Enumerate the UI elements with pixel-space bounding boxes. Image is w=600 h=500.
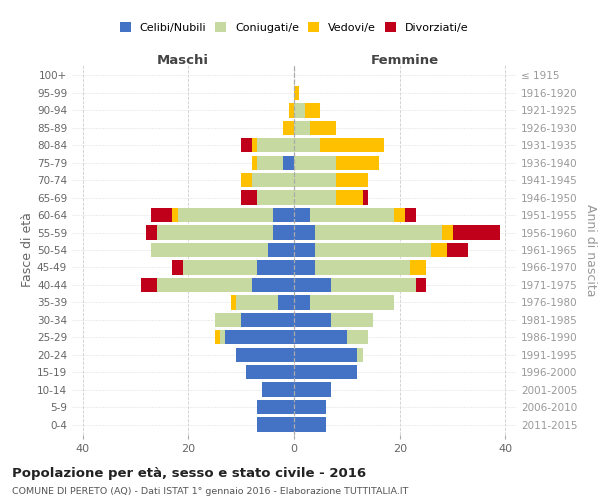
Bar — [294, 226, 315, 239]
Bar — [278, 295, 294, 310]
Bar — [336, 156, 379, 170]
Bar — [431, 243, 447, 257]
Bar — [347, 330, 368, 344]
Bar — [310, 295, 394, 310]
Bar — [394, 208, 405, 222]
Bar — [257, 400, 294, 414]
Bar — [141, 278, 157, 292]
Bar — [294, 382, 331, 397]
Bar — [294, 156, 336, 170]
Bar — [252, 278, 294, 292]
Bar — [358, 348, 363, 362]
Bar — [294, 365, 358, 380]
Bar — [294, 418, 326, 432]
Bar — [236, 348, 294, 362]
Bar — [257, 156, 283, 170]
Bar — [405, 208, 416, 222]
Bar — [247, 365, 294, 380]
Bar — [331, 312, 373, 327]
Bar — [283, 120, 294, 135]
Bar — [294, 120, 310, 135]
Text: Femmine: Femmine — [371, 54, 439, 66]
Bar — [252, 156, 257, 170]
Bar — [252, 173, 294, 188]
Bar — [310, 208, 394, 222]
Bar — [294, 278, 331, 292]
Y-axis label: Anni di nascita: Anni di nascita — [584, 204, 597, 296]
Bar — [151, 243, 268, 257]
Bar — [172, 260, 183, 274]
Bar — [294, 208, 310, 222]
Bar — [225, 330, 294, 344]
Bar — [215, 312, 241, 327]
Bar — [236, 295, 278, 310]
Bar — [310, 120, 336, 135]
Bar — [241, 312, 294, 327]
Bar — [241, 190, 257, 205]
Bar — [178, 208, 273, 222]
Bar — [336, 173, 368, 188]
Y-axis label: Fasce di età: Fasce di età — [21, 212, 34, 288]
Text: Popolazione per età, sesso e stato civile - 2016: Popolazione per età, sesso e stato civil… — [12, 468, 366, 480]
Bar — [294, 86, 299, 100]
Bar — [294, 190, 336, 205]
Bar — [294, 295, 310, 310]
Bar — [241, 138, 252, 152]
Bar — [320, 138, 384, 152]
Bar — [416, 278, 426, 292]
Bar — [294, 243, 315, 257]
Bar — [331, 278, 416, 292]
Bar — [315, 260, 410, 274]
Bar — [305, 103, 320, 118]
Bar — [146, 226, 157, 239]
Bar — [273, 208, 294, 222]
Bar — [336, 190, 363, 205]
Bar — [157, 278, 252, 292]
Bar — [452, 226, 500, 239]
Bar — [294, 348, 358, 362]
Bar — [257, 418, 294, 432]
Bar — [257, 190, 294, 205]
Bar — [257, 138, 294, 152]
Bar — [294, 138, 320, 152]
Bar — [363, 190, 368, 205]
Bar — [294, 330, 347, 344]
Bar — [257, 260, 294, 274]
Bar — [442, 226, 452, 239]
Bar — [262, 382, 294, 397]
Bar — [273, 226, 294, 239]
Bar — [294, 260, 315, 274]
Bar — [172, 208, 178, 222]
Bar — [294, 400, 326, 414]
Bar — [268, 243, 294, 257]
Bar — [447, 243, 469, 257]
Bar — [410, 260, 426, 274]
Text: Maschi: Maschi — [157, 54, 209, 66]
Bar — [220, 330, 225, 344]
Bar — [157, 226, 273, 239]
Bar — [289, 103, 294, 118]
Legend: Celibi/Nubili, Coniugati/e, Vedovi/e, Divorziati/e: Celibi/Nubili, Coniugati/e, Vedovi/e, Di… — [119, 22, 469, 33]
Bar — [283, 156, 294, 170]
Bar — [241, 173, 252, 188]
Bar — [294, 312, 331, 327]
Bar — [252, 138, 257, 152]
Bar — [215, 330, 220, 344]
Bar — [183, 260, 257, 274]
Bar — [315, 243, 431, 257]
Bar — [315, 226, 442, 239]
Text: COMUNE DI PERETO (AQ) - Dati ISTAT 1° gennaio 2016 - Elaborazione TUTTITALIA.IT: COMUNE DI PERETO (AQ) - Dati ISTAT 1° ge… — [12, 488, 409, 496]
Bar — [294, 103, 305, 118]
Bar — [230, 295, 236, 310]
Bar — [294, 173, 336, 188]
Bar — [151, 208, 172, 222]
